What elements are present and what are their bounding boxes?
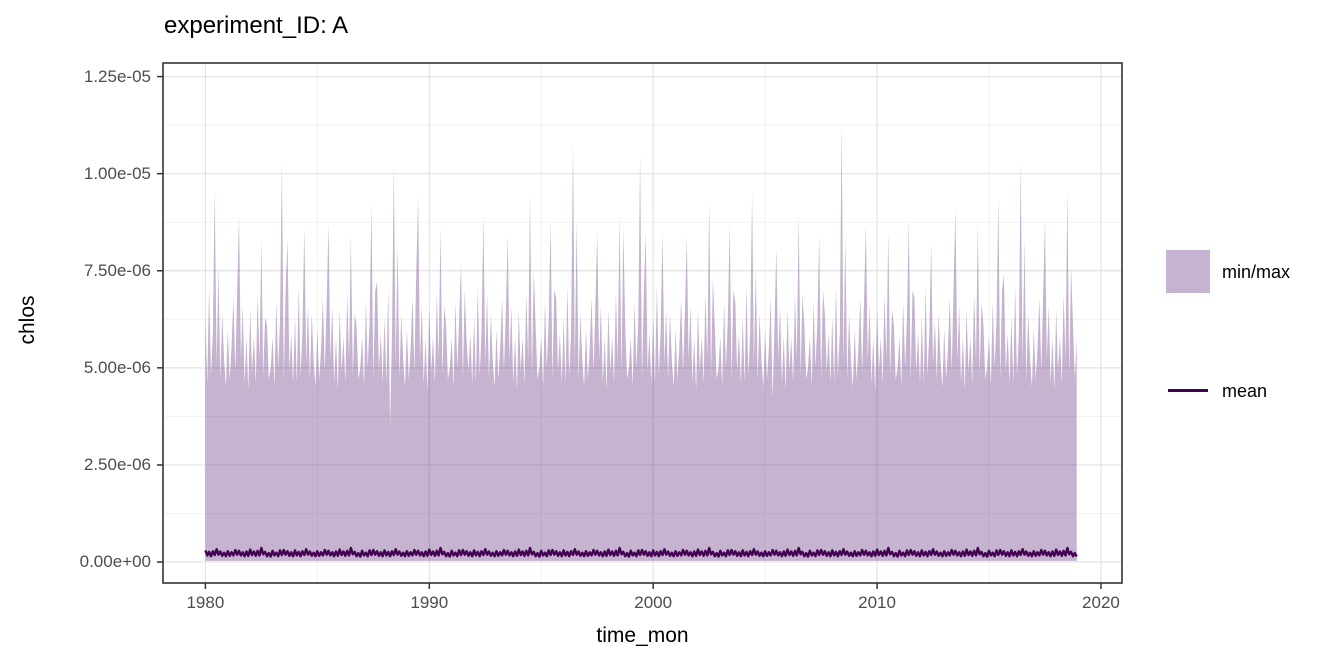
minmax-ribbon bbox=[205, 123, 1077, 561]
legend-minmax-swatch bbox=[1166, 250, 1210, 293]
x-axis-title: time_mon bbox=[596, 624, 689, 647]
legend-minmax-label: min/max bbox=[1222, 262, 1291, 282]
x-tick-label: 2010 bbox=[858, 593, 896, 612]
legend-mean-label: mean bbox=[1222, 381, 1268, 401]
chart-title: experiment_ID: A bbox=[164, 12, 349, 39]
y-tick-label: 5.00e-06 bbox=[83, 357, 151, 377]
y-tick-label: 7.50e-06 bbox=[83, 260, 151, 280]
y-tick-label: 2.50e-06 bbox=[83, 454, 151, 474]
y-tick-label: 0.00e+00 bbox=[79, 552, 151, 572]
y-tick-label: 1.00e-05 bbox=[83, 163, 151, 183]
x-tick-label: 2000 bbox=[634, 593, 673, 612]
mean-line bbox=[204, 546, 1078, 558]
legend: min/max mean bbox=[1166, 0, 1336, 672]
x-tick-label: 2020 bbox=[1082, 593, 1120, 612]
x-tick-label: 1990 bbox=[410, 593, 449, 612]
legend-mean-line-key bbox=[1168, 389, 1208, 393]
x-tick-label: 1980 bbox=[186, 593, 225, 612]
panel-border bbox=[162, 62, 1123, 584]
y-tick-label: 1.25e-05 bbox=[83, 66, 151, 86]
